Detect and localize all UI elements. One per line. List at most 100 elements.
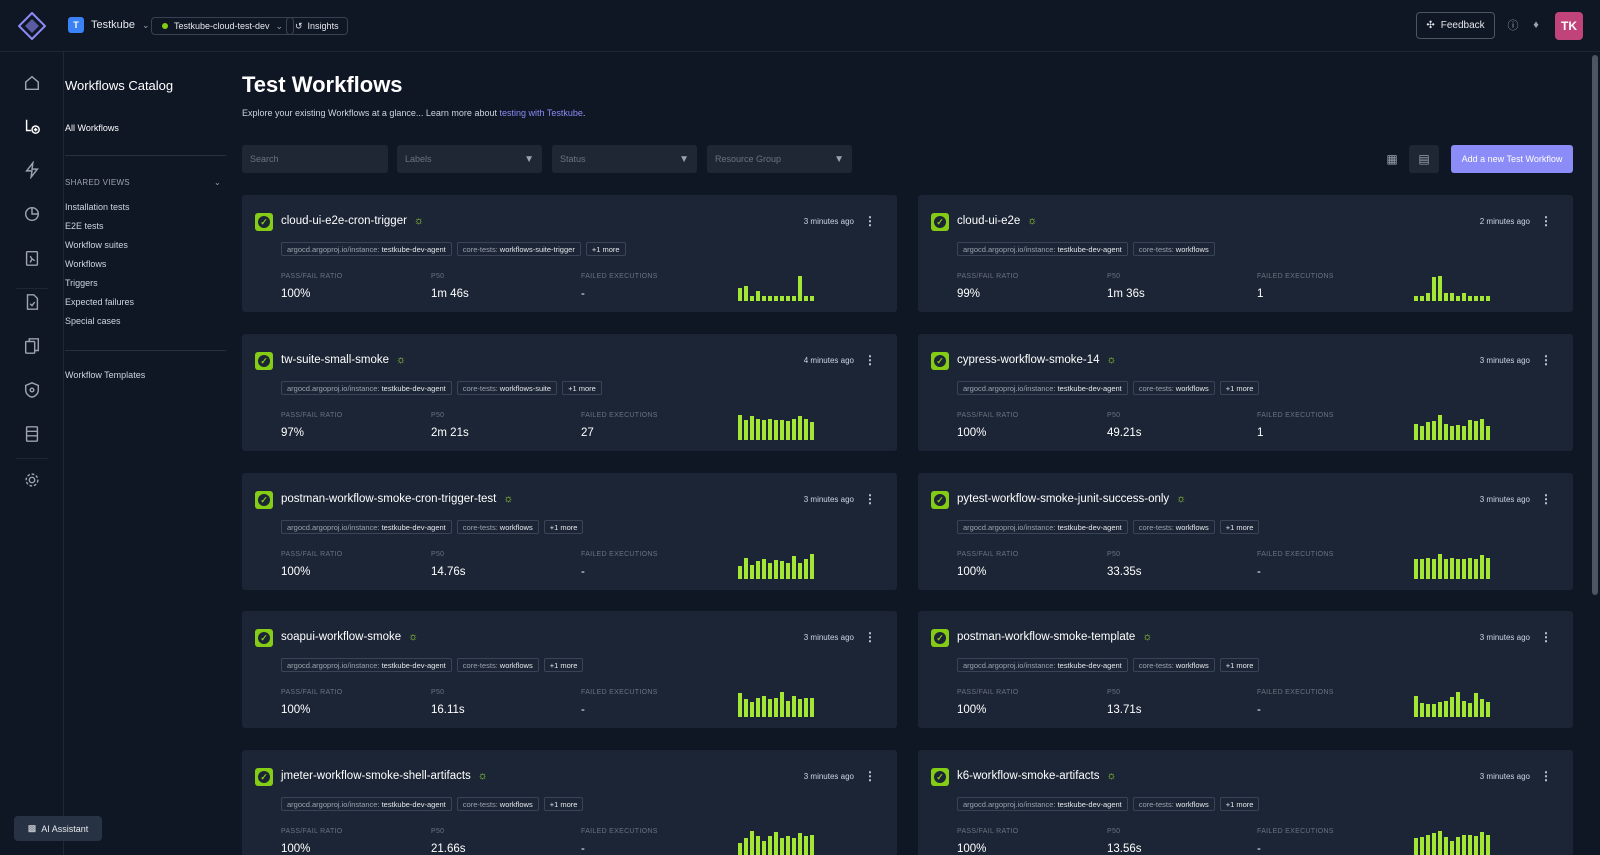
labels-filter[interactable]: Labels ▼ [397,145,542,173]
execution-history-chart[interactable] [738,554,818,579]
add-test-workflow-button[interactable]: Add a new Test Workflow [1451,145,1573,173]
documents-icon[interactable] [22,336,42,356]
more-options-icon[interactable]: ⋮ [1540,214,1552,228]
execution-duration-bar[interactable] [1444,701,1448,717]
more-labels-tag[interactable]: +1 more [585,242,626,256]
execution-duration-bar[interactable] [768,836,772,855]
execution-duration-bar[interactable] [798,276,802,301]
workflow-name[interactable]: cloud-ui-e2e-cron-trigger ☼ [281,215,424,227]
execution-duration-bar[interactable] [750,702,754,717]
execution-duration-bar[interactable] [774,560,778,579]
execution-duration-bar[interactable] [786,563,790,579]
ai-assistant-button[interactable]: ▩ AI Assistant [14,816,102,841]
workflow-label-tag[interactable]: core-tests: workflows [1132,797,1215,811]
nav-item-all-workflows[interactable]: All Workflows [65,123,119,133]
execution-duration-bar[interactable] [1456,837,1460,855]
execution-duration-bar[interactable] [1468,296,1472,301]
execution-duration-bar[interactable] [774,296,778,301]
execution-duration-bar[interactable] [780,838,784,855]
workflow-label-tag[interactable]: core-tests: workflows [1132,520,1215,534]
execution-history-chart[interactable] [738,415,818,440]
execution-duration-bar[interactable] [792,838,796,855]
settings-icon[interactable] [22,470,42,490]
execution-duration-bar[interactable] [1462,835,1466,855]
more-labels-tag[interactable]: +1 more [1219,381,1260,395]
execution-duration-bar[interactable] [1474,836,1478,855]
execution-duration-bar[interactable] [798,416,802,440]
nav-item-workflow-templates[interactable]: Workflow Templates [65,370,146,380]
execution-duration-bar[interactable] [774,698,778,717]
workflow-label-tag[interactable]: core-tests: workflows [456,658,539,672]
execution-duration-bar[interactable] [792,696,796,717]
execution-duration-bar[interactable] [1426,293,1430,301]
execution-duration-bar[interactable] [1468,558,1472,579]
user-avatar[interactable]: TK [1555,12,1583,40]
workflow-label-tag[interactable]: core-tests: workflows [456,797,539,811]
execution-duration-bar[interactable] [1444,293,1448,301]
execution-history-chart[interactable] [738,692,818,717]
execution-duration-bar[interactable] [1486,296,1490,301]
execution-duration-bar[interactable] [1414,838,1418,855]
execution-duration-bar[interactable] [774,832,778,855]
execution-duration-bar[interactable] [1474,421,1478,440]
execution-duration-bar[interactable] [738,415,742,440]
execution-duration-bar[interactable] [1468,835,1472,855]
more-labels-tag[interactable]: +1 more [562,381,602,395]
execution-duration-bar[interactable] [1414,296,1418,301]
table-view-icon[interactable]: ▤ [1409,145,1439,173]
organization-switcher[interactable]: T Testkube ⌄ [68,17,150,33]
scrollbar[interactable] [1592,55,1598,595]
bell-icon[interactable]: ♦ [1533,19,1539,31]
execution-duration-bar[interactable] [804,559,808,579]
execution-duration-bar[interactable] [786,421,790,440]
workflow-label-tag[interactable]: core-tests: workflows [1132,242,1215,256]
more-options-icon[interactable]: ⋮ [1540,492,1552,506]
execution-duration-bar[interactable] [744,420,748,440]
status-filter[interactable]: Status ▼ [552,145,697,173]
execution-duration-bar[interactable] [804,698,808,717]
execution-duration-bar[interactable] [756,836,760,855]
execution-duration-bar[interactable] [1426,704,1430,717]
execution-duration-bar[interactable] [1486,835,1490,855]
workflow-name[interactable]: tw-suite-small-smoke ☼ [281,354,406,366]
shield-icon[interactable] [22,380,42,400]
workflow-label-tag[interactable]: argocd.argoproj.io/instance: testkube-dev… [281,658,452,672]
execution-duration-bar[interactable] [1432,704,1436,717]
workflow-card[interactable]: ✓ cloud-ui-e2e ☼ 2 minutes ago ⋮ argocd.a… [918,195,1573,312]
insights-button[interactable]: ↺ Insights [286,17,348,35]
execution-duration-bar[interactable] [1450,426,1454,440]
more-options-icon[interactable]: ⋮ [1540,630,1552,644]
execution-duration-bar[interactable] [1474,693,1478,717]
execution-duration-bar[interactable] [762,296,766,301]
workflow-name[interactable]: jmeter-workflow-smoke-shell-artifacts ☼ [281,770,488,782]
execution-duration-bar[interactable] [798,563,802,579]
execution-duration-bar[interactable] [744,558,748,579]
execution-duration-bar[interactable] [738,288,742,301]
execution-history-chart[interactable] [1414,554,1494,579]
execution-duration-bar[interactable] [1432,421,1436,440]
execution-duration-bar[interactable] [804,419,808,440]
workflow-card[interactable]: ✓ cloud-ui-e2e-cron-trigger ☼ 3 minutes a… [242,195,897,312]
test-workflows-icon[interactable] [22,116,42,136]
workflow-name[interactable]: k6-workflow-smoke-artifacts ☼ [957,770,1117,782]
more-labels-tag[interactable]: +1 more [1219,520,1260,534]
execution-duration-bar[interactable] [1432,559,1436,579]
execution-duration-bar[interactable] [1414,696,1418,717]
nav-item-shared-view[interactable]: Special cases [65,316,121,326]
nav-item-shared-view[interactable]: E2E tests [65,221,104,231]
execution-duration-bar[interactable] [804,836,808,855]
resource-group-filter[interactable]: Resource Group ▼ [707,145,852,173]
workflow-label-tag[interactable]: argocd.argoproj.io/instance: testkube-dev… [957,381,1128,395]
execution-history-chart[interactable] [1414,692,1494,717]
execution-duration-bar[interactable] [1438,702,1442,717]
execution-duration-bar[interactable] [1420,426,1424,440]
workflow-label-tag[interactable]: argocd.argoproj.io/instance: testkube-dev… [957,658,1128,672]
execution-duration-bar[interactable] [1450,841,1454,855]
workflow-name[interactable]: pytest-workflow-smoke-junit-success-only… [957,493,1186,505]
execution-duration-bar[interactable] [750,296,754,301]
nav-item-shared-view[interactable]: Workflow suites [65,240,128,250]
execution-duration-bar[interactable] [810,422,814,440]
execution-duration-bar[interactable] [1444,559,1448,579]
execution-duration-bar[interactable] [738,693,742,717]
more-labels-tag[interactable]: +1 more [1219,797,1260,811]
